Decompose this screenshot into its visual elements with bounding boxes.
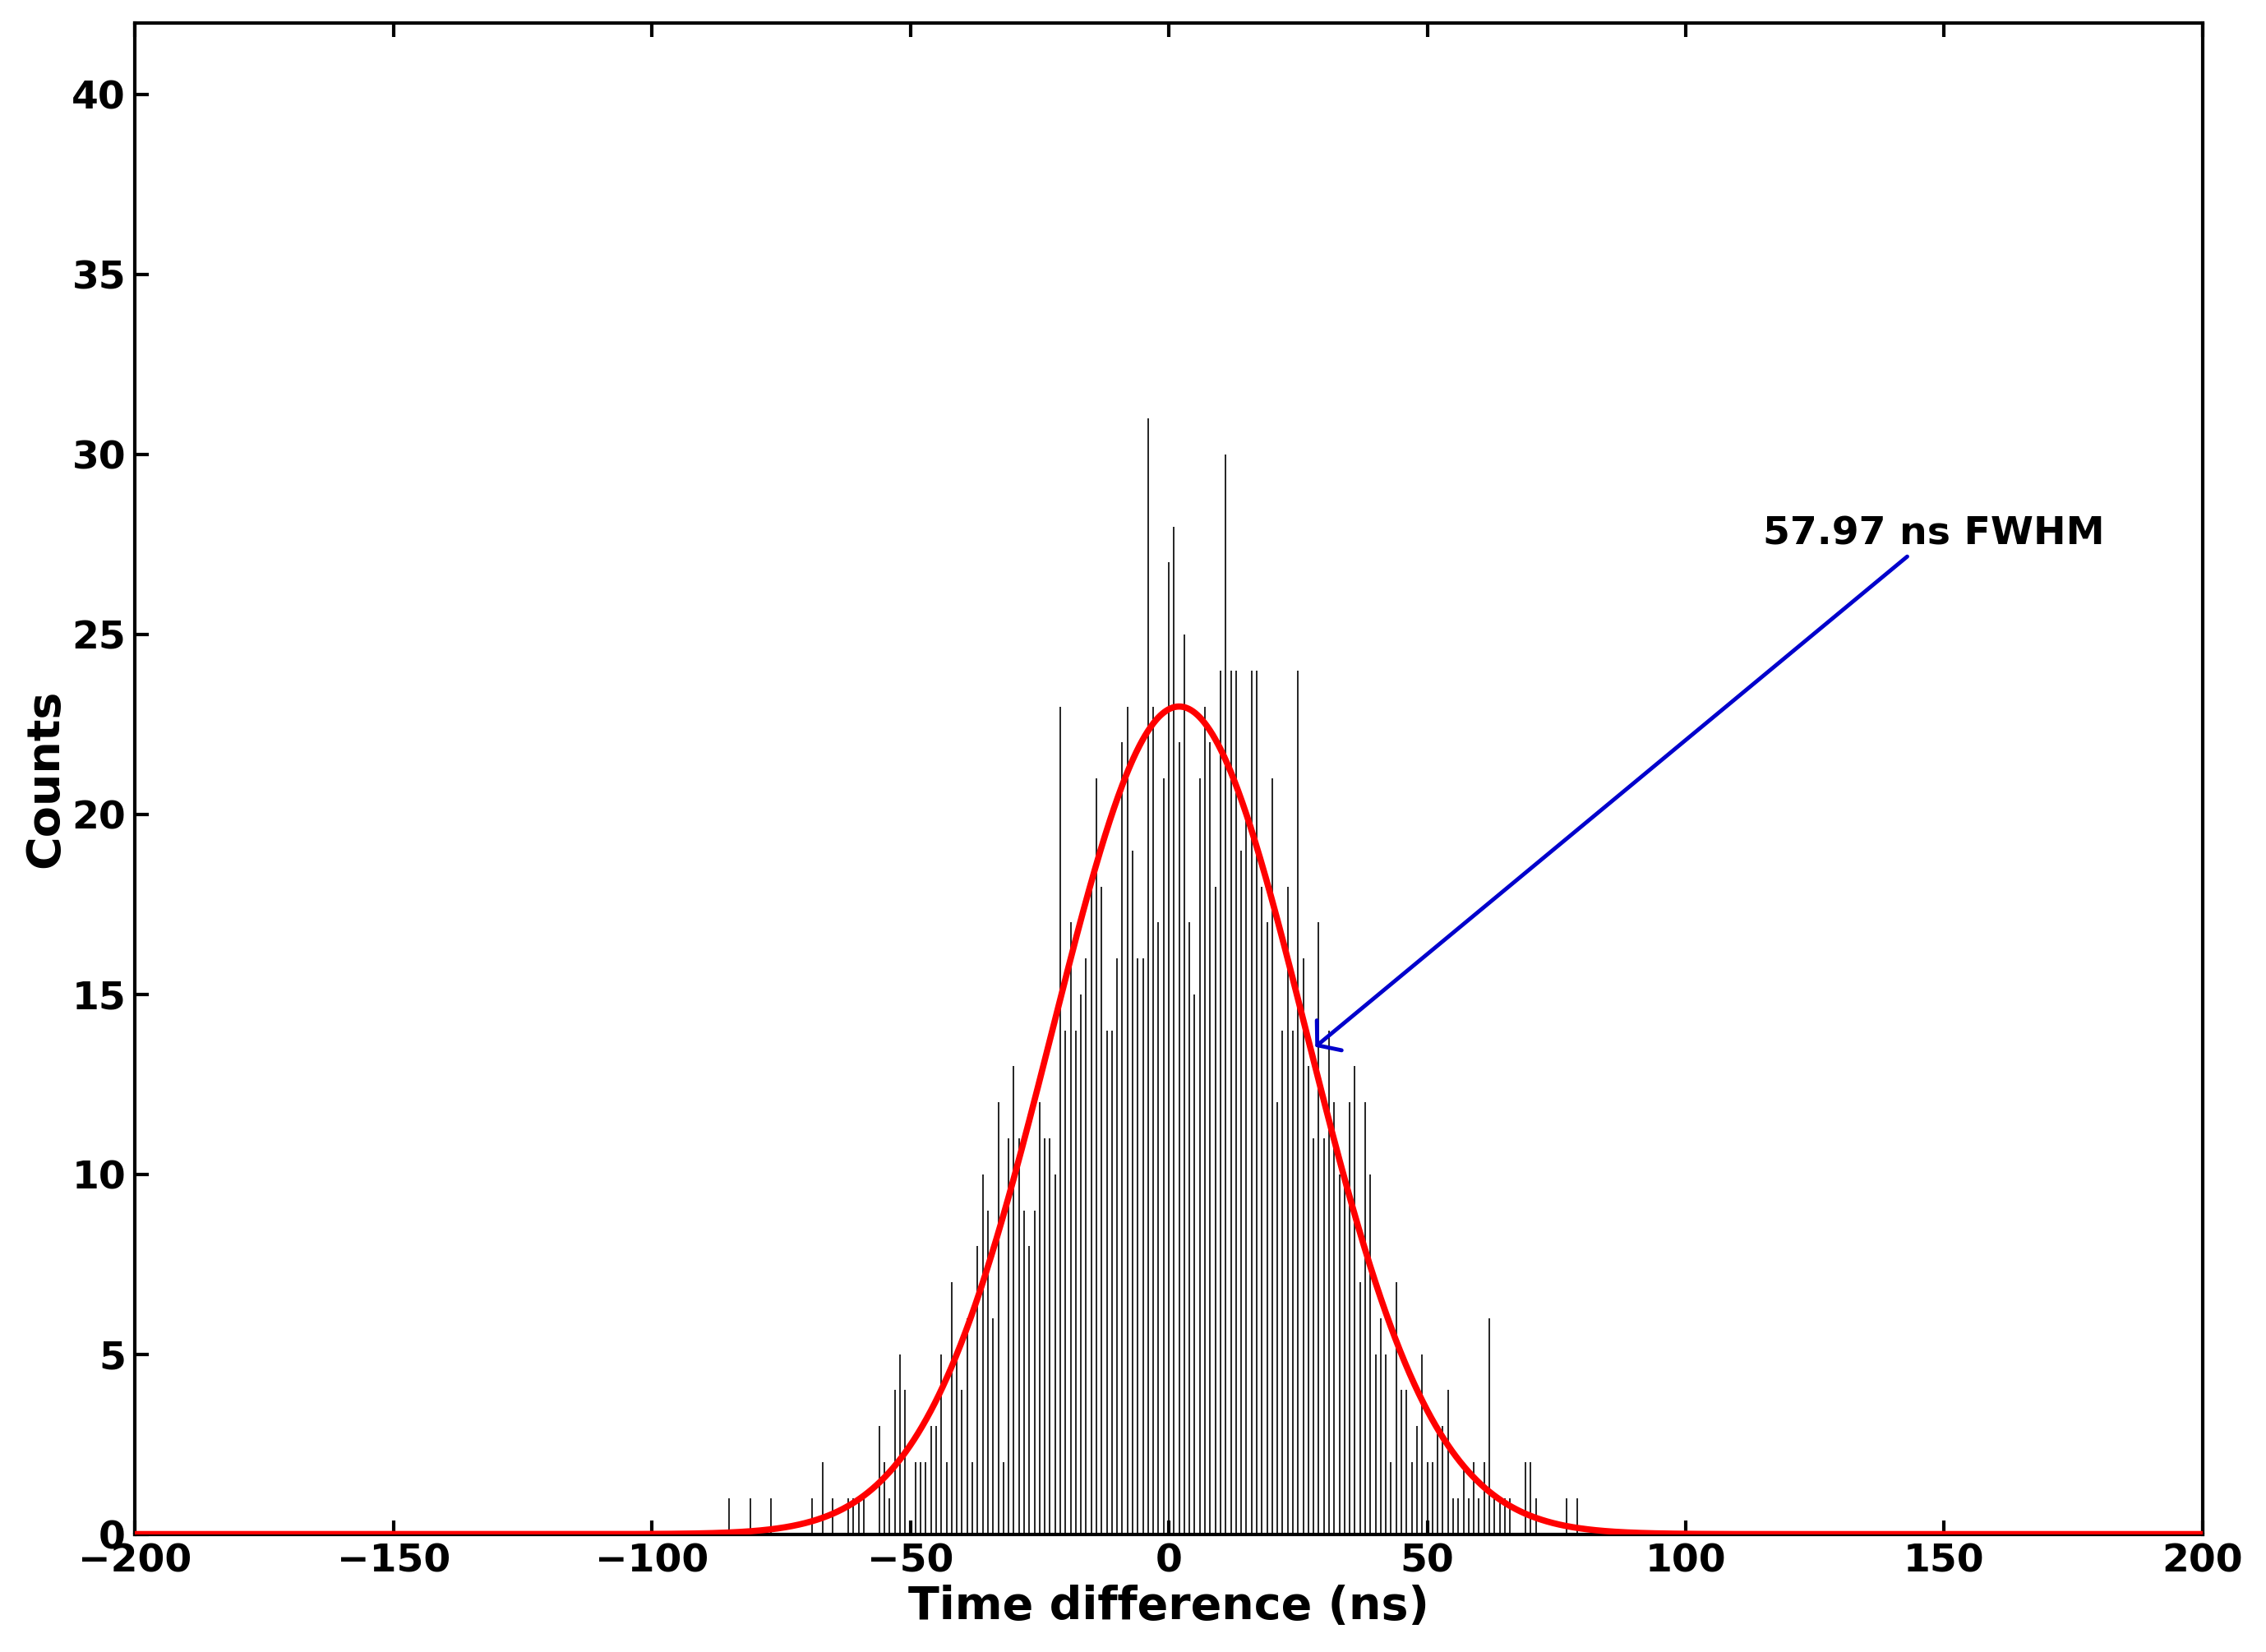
Y-axis label: Counts: Counts	[23, 689, 68, 867]
X-axis label: Time difference (ns): Time difference (ns)	[909, 1584, 1430, 1629]
Text: 57.97 ns FWHM: 57.97 ns FWHM	[1317, 515, 2105, 1051]
